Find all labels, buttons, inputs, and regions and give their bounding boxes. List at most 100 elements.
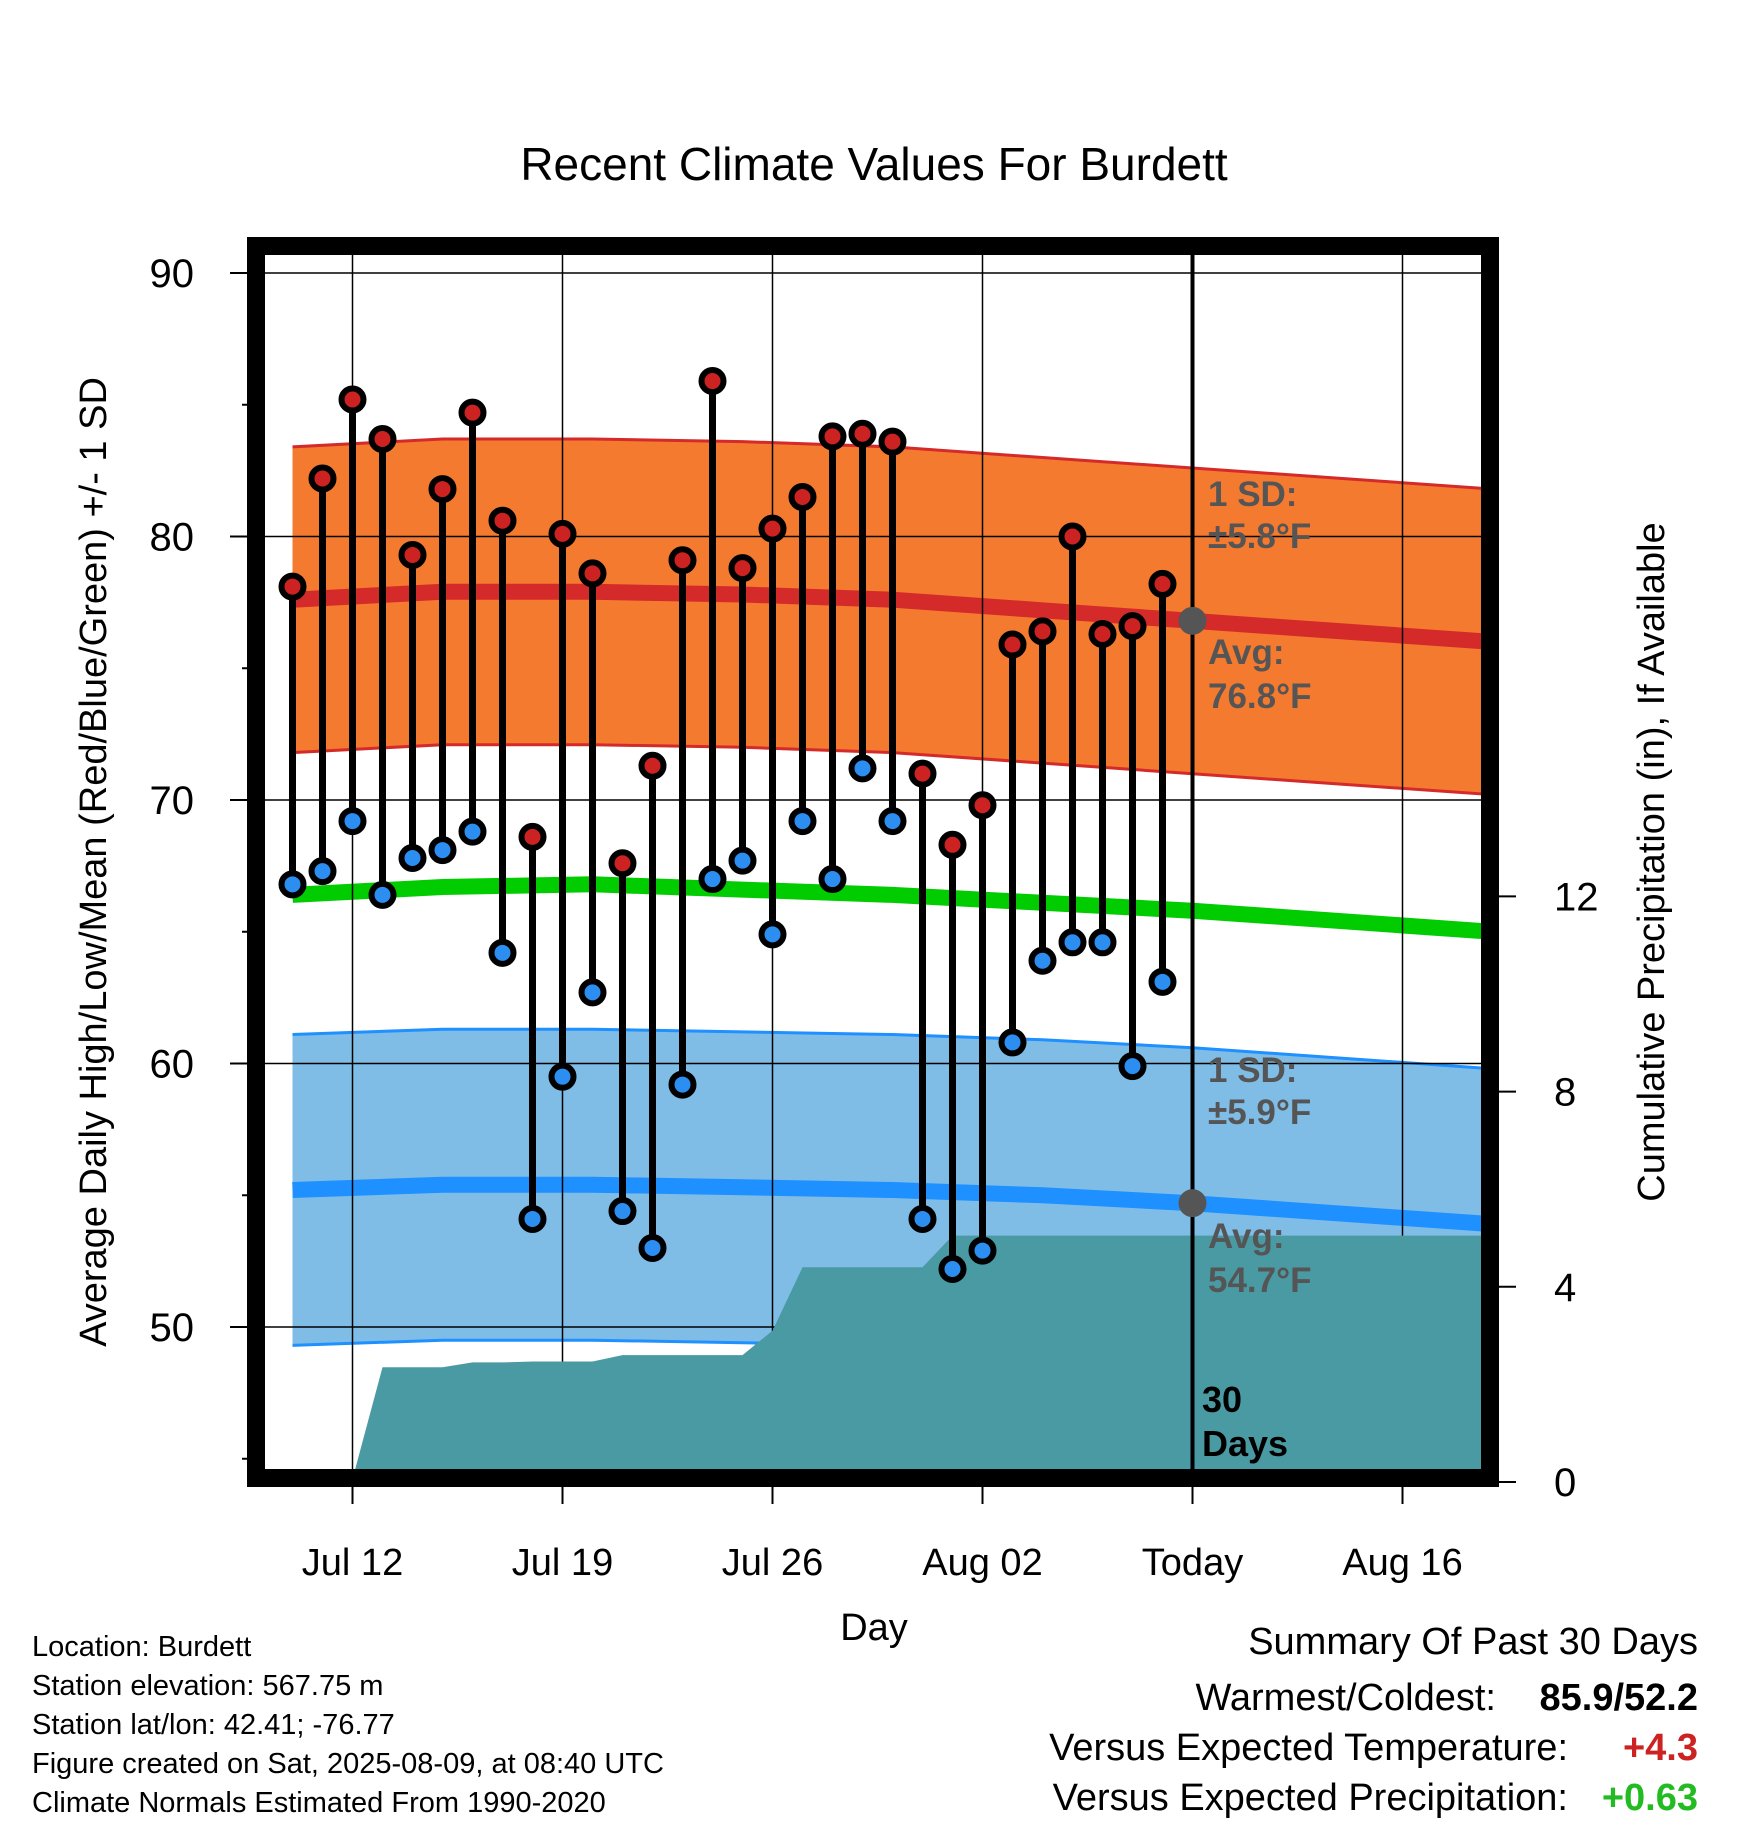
daily-low-point: [368, 880, 397, 909]
daily-low-point: [578, 978, 607, 1007]
x-tick-label: Aug 16: [1342, 1542, 1462, 1584]
daily-low-point: [998, 1028, 1027, 1057]
daily-high-point: [638, 751, 667, 780]
daily-high-point: [728, 554, 757, 583]
info-location: Location: Burdett: [32, 1631, 251, 1663]
svg-text:1 SD:: 1 SD:: [1208, 1051, 1297, 1090]
daily-high-point: [908, 759, 937, 788]
daily-low-point: [968, 1236, 997, 1265]
daily-high-point: [458, 398, 487, 427]
high-avg-annotation: Avg: 76.8°F: [1208, 633, 1312, 716]
svg-text:30: 30: [1202, 1379, 1242, 1420]
daily-low-point: [518, 1204, 547, 1233]
daily-low-point: [728, 846, 757, 875]
info-latlon: Station lat/lon: 42.41; -76.77: [32, 1709, 395, 1741]
high-sd-annotation: 1 SD: ±5.8°F: [1208, 475, 1311, 556]
x-tick-label: Today: [1142, 1542, 1243, 1584]
daily-low-point: [398, 843, 427, 872]
low-sd-annotation: 1 SD: ±5.9°F: [1208, 1051, 1311, 1132]
y2-tick-label: 0: [1554, 1461, 1576, 1505]
daily-high-point: [968, 791, 997, 820]
daily-high-point: [578, 559, 607, 588]
y-tick-label: 60: [150, 1043, 195, 1087]
summary-precip-label: Versus Expected Precipitation:: [1053, 1777, 1568, 1819]
daily-low-point: [1118, 1052, 1147, 1081]
summary-warm-cold-value: 85.9/52.2: [1540, 1677, 1698, 1719]
y2-tick-label: 12: [1554, 875, 1599, 919]
daily-high-point: [668, 546, 697, 575]
daily-high-point: [608, 849, 637, 878]
y-tick-label: 70: [150, 779, 195, 823]
x-tick-label: Jul 12: [302, 1542, 403, 1584]
daily-low-point: [788, 807, 817, 836]
right-y-axis: 0 4 8 12: [1490, 875, 1599, 1505]
low-avg-annotation: Avg: 54.7°F: [1208, 1217, 1312, 1300]
daily-high-point: [338, 385, 367, 414]
daily-high-point: [308, 464, 337, 493]
svg-text:Avg:: Avg:: [1208, 1217, 1284, 1256]
station-info: Location: Burdett Station elevation: 567…: [32, 1631, 664, 1819]
info-normals: Climate Normals Estimated From 1990-2020: [32, 1787, 606, 1819]
y-axis-title: Average Daily High/Low/Mean (Red/Blue/Gr…: [73, 377, 115, 1347]
x-axis: Jul 12 Jul 19 Jul 26 Aug 02 Today Aug 16: [302, 1478, 1463, 1584]
summary-panel: Summary Of Past 30 Days Warmest/Coldest:…: [1049, 1621, 1698, 1819]
svg-text:76.8°F: 76.8°F: [1208, 677, 1312, 716]
cumulative-precip-area: [352, 1235, 1490, 1478]
daily-high-point: [1088, 619, 1117, 648]
days-annotation: 30 Days: [1202, 1379, 1288, 1464]
daily-low-point: [488, 938, 517, 967]
daily-low-point: [1028, 946, 1057, 975]
daily-low-point: [638, 1233, 667, 1262]
daily-low-point: [1148, 967, 1177, 996]
daily-low-point: [668, 1070, 697, 1099]
daily-low-point: [338, 807, 367, 836]
normal-low-line: [292, 1176, 1490, 1233]
left-y-axis: 50 60 70 80 90: [150, 252, 256, 1460]
y2-axis-title: Cumulative Precipitation (in), If Availa…: [1631, 522, 1673, 1201]
daily-high-point: [788, 482, 817, 511]
summary-temp-value: +4.3: [1623, 1727, 1698, 1769]
daily-high-point: [848, 419, 877, 448]
x-tick-label: Jul 26: [722, 1542, 823, 1584]
daily-low-point: [548, 1062, 577, 1091]
daily-low-point: [698, 865, 727, 894]
daily-high-point: [488, 506, 517, 535]
svg-text:1 SD:: 1 SD:: [1208, 475, 1297, 514]
daily-low-point: [758, 920, 787, 949]
daily-low-point: [458, 817, 487, 846]
info-elevation: Station elevation: 567.75 m: [32, 1670, 383, 1702]
svg-text:±5.8°F: ±5.8°F: [1208, 517, 1311, 556]
summary-title: Summary Of Past 30 Days: [1248, 1621, 1698, 1663]
svg-text:±5.9°F: ±5.9°F: [1208, 1093, 1311, 1132]
daily-low-point: [878, 807, 907, 836]
daily-high-point: [1148, 569, 1177, 598]
daily-low-point: [308, 857, 337, 886]
y-tick-label: 90: [150, 252, 195, 296]
daily-high-point: [278, 572, 307, 601]
daily-low-point: [1058, 928, 1087, 957]
daily-high-point: [518, 822, 547, 851]
daily-high-point: [938, 830, 967, 859]
daily-low-point: [818, 865, 847, 894]
svg-text:Days: Days: [1202, 1423, 1288, 1464]
daily-high-point: [698, 367, 727, 396]
daily-high-point: [548, 519, 577, 548]
daily-high-point: [1118, 612, 1147, 641]
daily-high-point: [1028, 617, 1057, 646]
x-tick-label: Aug 02: [922, 1542, 1042, 1584]
x-axis-title: Day: [840, 1607, 908, 1649]
daily-high-point: [1058, 522, 1087, 551]
x-tick-label: Jul 19: [512, 1542, 613, 1584]
daily-high-point: [428, 475, 457, 504]
daily-low-point: [908, 1204, 937, 1233]
y-tick-label: 50: [150, 1306, 195, 1350]
y2-tick-label: 4: [1554, 1266, 1576, 1310]
today-avg-low-marker: [1178, 1189, 1207, 1218]
today-layer: [1178, 255, 1207, 1469]
daily-low-point: [428, 836, 457, 865]
daily-high-point: [998, 630, 1027, 659]
precipitation-area: [352, 1235, 1490, 1478]
chart-title: Recent Climate Values For Burdett: [520, 138, 1228, 190]
plot-frame: [247, 237, 1499, 1487]
svg-text:54.7°F: 54.7°F: [1208, 1261, 1312, 1300]
